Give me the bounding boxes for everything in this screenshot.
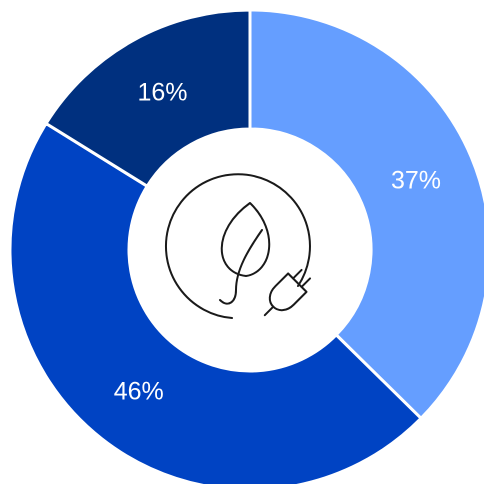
donut-slices: [8, 8, 484, 484]
slice-labels: 37% 46% 16%: [114, 79, 441, 406]
leaf-plug-icon: [165, 173, 312, 319]
slice-label-2: 16%: [137, 79, 187, 107]
slice-label-1: 46%: [114, 377, 164, 405]
slice-label-0: 37%: [391, 166, 441, 194]
